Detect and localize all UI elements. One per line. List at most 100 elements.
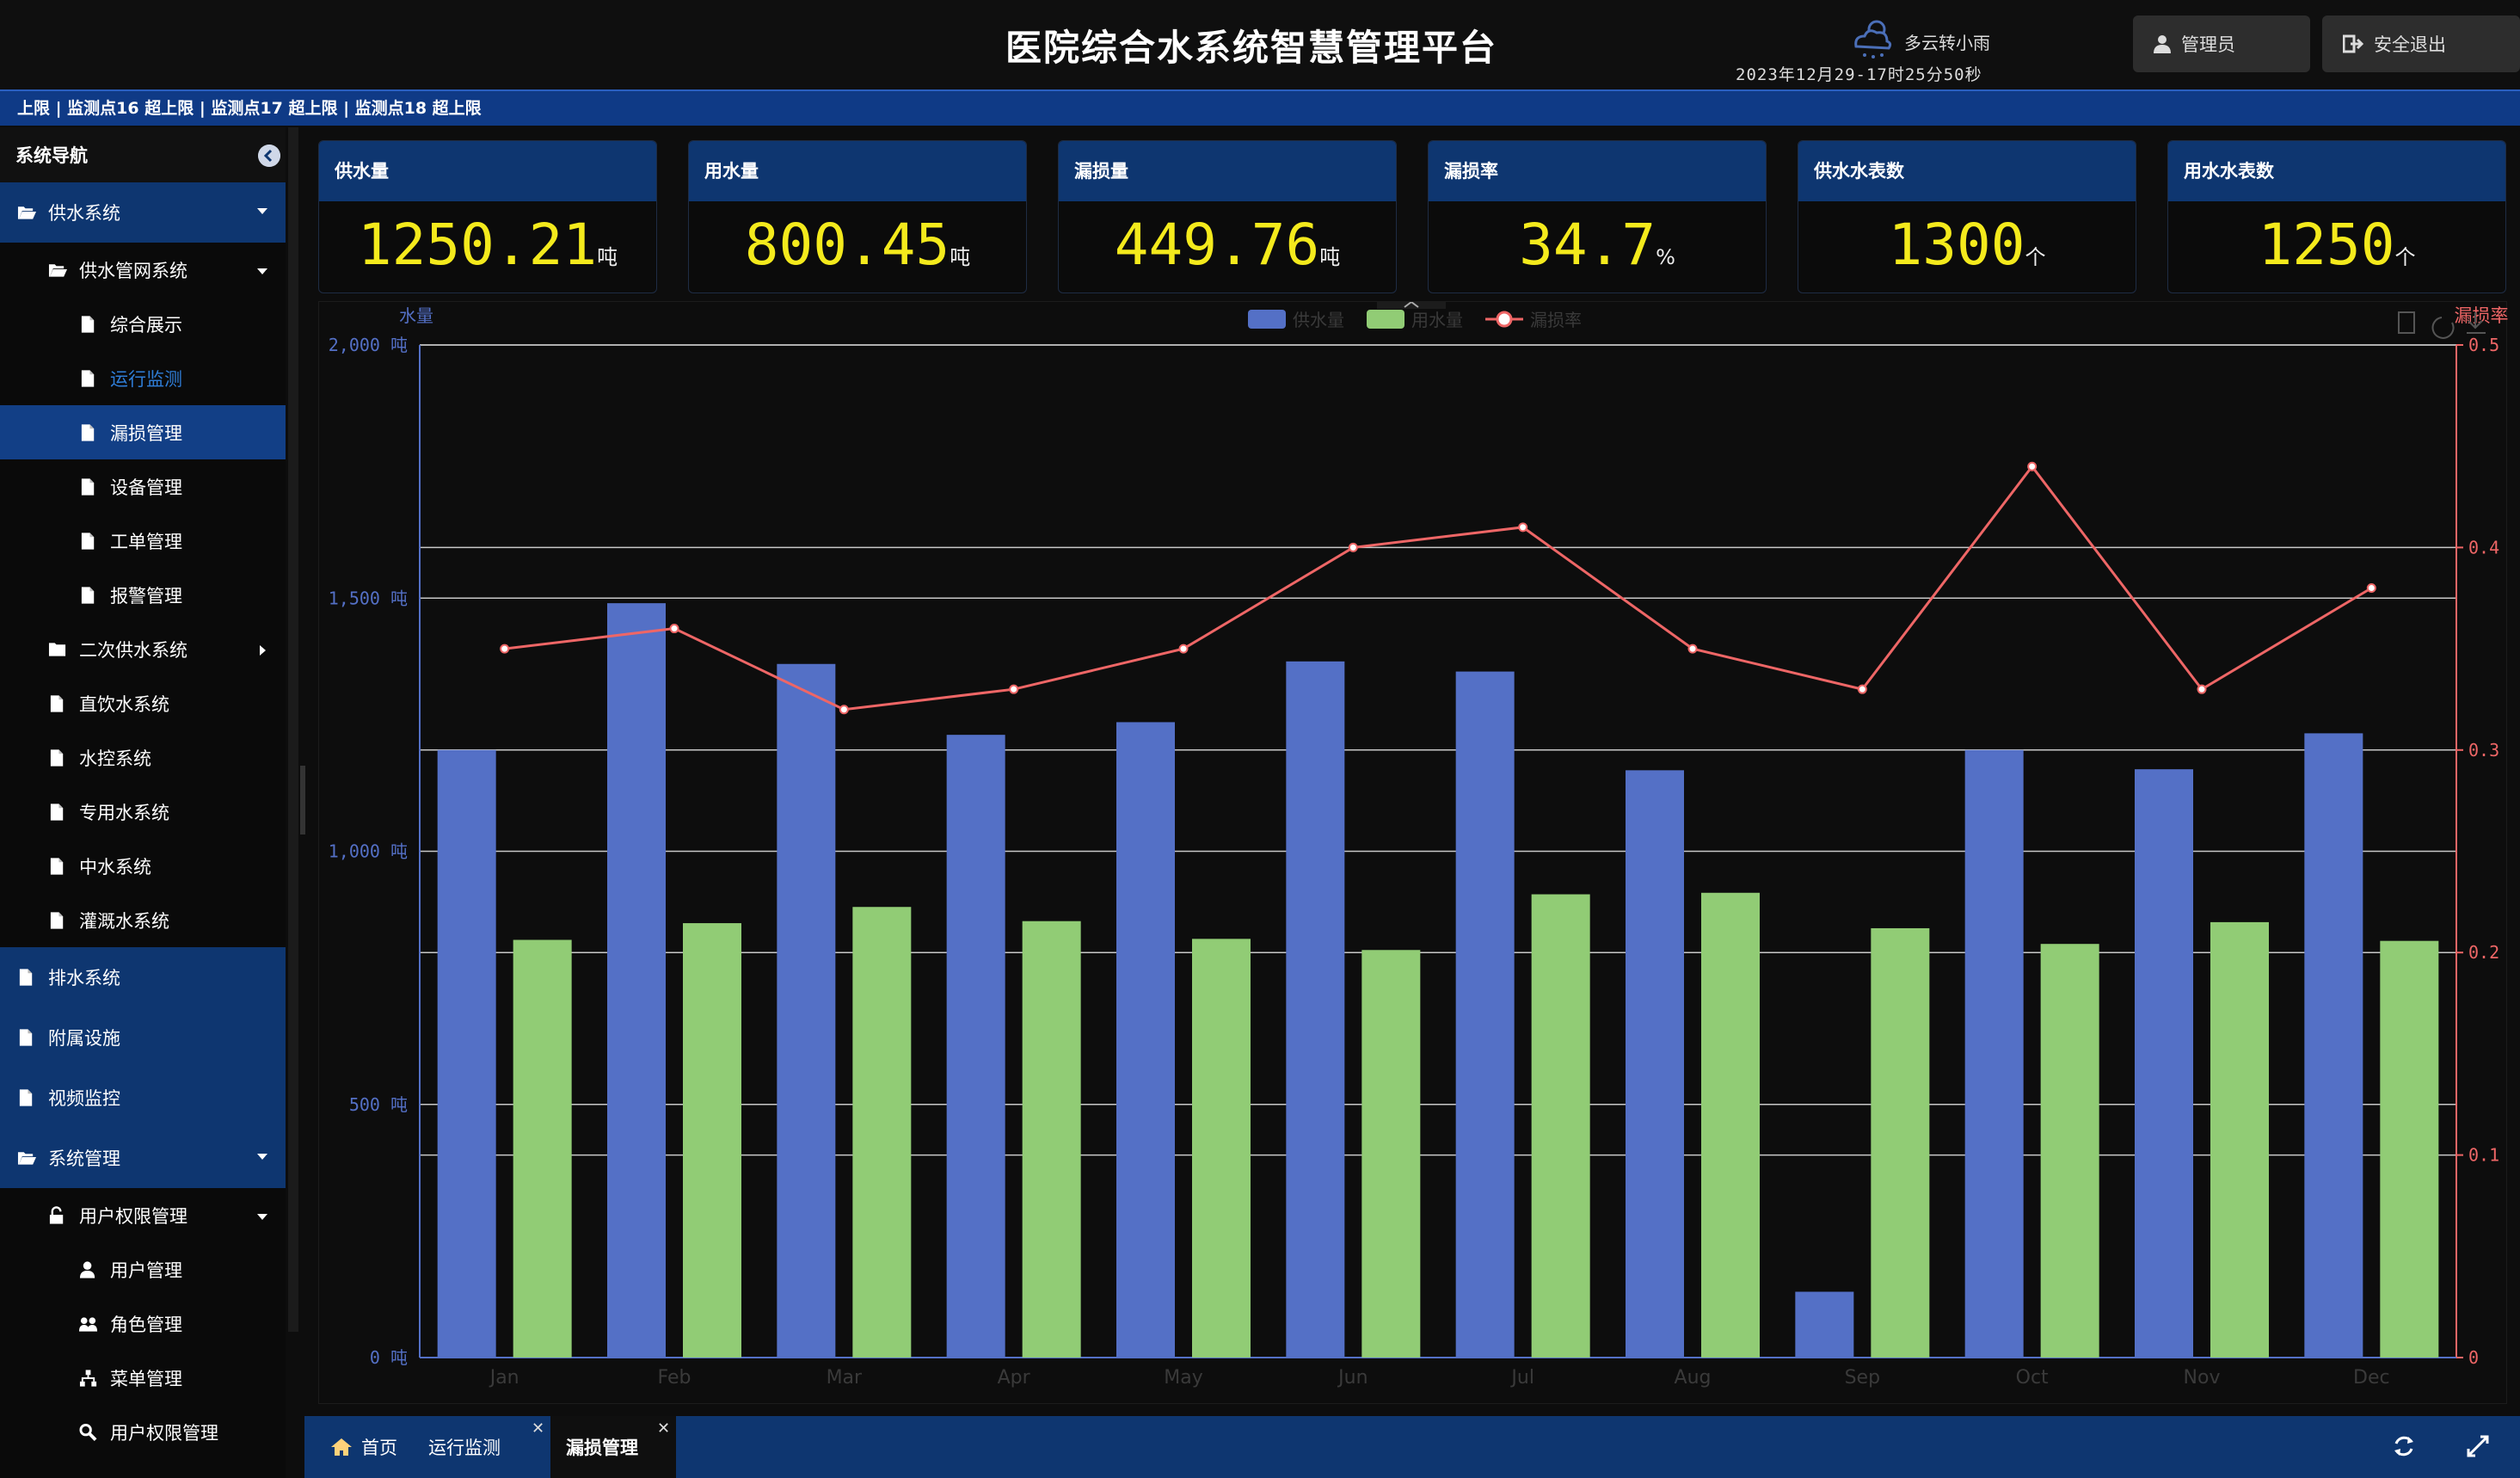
x-tick-label: Nov	[2184, 1367, 2221, 1389]
sidebar-item[interactable]: 用户管理	[0, 1242, 286, 1296]
card-unit: 吨	[1319, 245, 1341, 269]
sidebar-item[interactable]: 用户权限管理	[0, 1405, 286, 1459]
fullscreen-icon[interactable]	[2465, 1433, 2491, 1459]
sidebar-item[interactable]: 漏损管理	[0, 405, 286, 459]
sidebar-item[interactable]: 综合展示	[0, 297, 286, 351]
y-right-tick-label: 0.2	[2468, 942, 2499, 963]
sidebar-item[interactable]: 附属设施	[0, 1007, 286, 1068]
tab-label: 漏损管理	[566, 1438, 638, 1458]
line-point	[2366, 582, 2376, 593]
x-tick-label: Mar	[827, 1367, 863, 1389]
admin-button[interactable]: 管理员	[2133, 15, 2310, 72]
line-point	[2027, 461, 2038, 471]
card-unit: 吨	[950, 245, 971, 269]
bar-用水量	[1361, 950, 1421, 1358]
bar-用水量	[2210, 921, 2269, 1358]
sidebar-resize-handle[interactable]	[300, 766, 305, 834]
file-icon	[50, 748, 64, 767]
bar-用水量	[1871, 927, 1930, 1358]
chevron-up-icon	[1404, 302, 1419, 308]
x-tick-label: May	[1164, 1367, 1202, 1389]
refresh-icon[interactable]	[2391, 1433, 2417, 1459]
logout-label: 安全退出	[2374, 34, 2446, 55]
y-right-tick-label: 0.3	[2468, 740, 2499, 761]
sidebar-item[interactable]: 供水管网系统	[0, 243, 286, 297]
x-tick-label: Jun	[1337, 1367, 1368, 1389]
sidebar-scrollbar[interactable]	[288, 127, 298, 1332]
sidebar-item[interactable]: 二次供水系统	[0, 622, 286, 676]
sidebar-item[interactable]: 水控系统	[0, 730, 286, 785]
tab-bar: 首页 运行监测 ✕ 漏损管理 ✕	[304, 1416, 2520, 1478]
stat-card: 供水水表数 1300个	[1798, 140, 2136, 293]
file-icon	[81, 423, 95, 441]
sidebar-item-label: 用户权限管理	[79, 1205, 187, 1227]
sidebar: 系统导航 供水系统 供水管网系统 综合展示 运行监测 漏损管理 设备管理 工单管理 报警管理二…	[0, 127, 286, 1478]
home-icon	[331, 1438, 352, 1456]
sidebar-item[interactable]: 系统管理	[0, 1128, 286, 1188]
x-tick-label: Jul	[1509, 1367, 1534, 1389]
sidebar-item-label: 二次供水系统	[79, 639, 187, 661]
sidebar-item-label: 用户管理	[110, 1259, 182, 1281]
stat-card: 供水量 1250.21吨	[318, 140, 657, 293]
card-unit: 个	[2025, 245, 2046, 269]
sidebar-item[interactable]: 灌溉水系统	[0, 893, 286, 947]
collapse-icon[interactable]	[258, 145, 280, 167]
sidebar-item[interactable]: 供水系统	[0, 182, 286, 243]
card-value: 1250	[2258, 212, 2395, 278]
x-tick-label: Dec	[2353, 1367, 2390, 1389]
tab-home[interactable]: 首页	[313, 1416, 403, 1478]
legend-swatch-point	[1496, 311, 1513, 328]
sidebar-item[interactable]: 工单管理	[0, 514, 286, 568]
key-search-icon	[79, 1423, 97, 1441]
tab-label: 首页	[361, 1438, 397, 1458]
line-point	[1009, 684, 1019, 694]
sidebar-item-label: 菜单管理	[110, 1368, 182, 1389]
bar-用水量	[1531, 894, 1590, 1358]
card-title: 用水量	[689, 141, 1026, 201]
bar-用水量	[2380, 940, 2439, 1358]
bar-用水量	[513, 939, 572, 1358]
caret-down-icon	[257, 208, 267, 214]
sidebar-item-label: 直饮水系统	[79, 693, 169, 715]
sidebar-item[interactable]: 用户权限管理	[0, 1188, 286, 1242]
sidebar-item[interactable]: 设备管理	[0, 459, 286, 514]
x-tick-label: Apr	[998, 1367, 1031, 1389]
card-value: 1250.21	[357, 212, 598, 278]
file-icon	[19, 1089, 33, 1106]
bar-供水量	[1116, 722, 1175, 1358]
line-point	[839, 705, 849, 715]
logout-button[interactable]: 安全退出	[2322, 15, 2520, 72]
sidebar-item[interactable]: 排水系统	[0, 947, 286, 1007]
y-right-tick-label: 0.4	[2468, 537, 2499, 557]
stat-card: 用水量 800.45吨	[688, 140, 1027, 293]
tab-run-monitor[interactable]: 运行监测 ✕	[428, 1416, 549, 1478]
data-view-icon	[2398, 311, 2415, 334]
sidebar-item-label: 角色管理	[110, 1314, 182, 1335]
sidebar-item[interactable]: 报警管理	[0, 568, 286, 622]
weather-widget: 多云转小雨	[1847, 14, 1990, 64]
line-point	[2197, 684, 2207, 694]
file-icon	[81, 369, 95, 387]
file-icon	[50, 911, 64, 929]
sidebar-item-label: 供水管网系统	[79, 260, 187, 281]
file-icon	[50, 803, 64, 821]
sidebar-item[interactable]: 专用水系统	[0, 785, 286, 839]
sidebar-item[interactable]: 菜单管理	[0, 1351, 286, 1405]
x-tick-label: Aug	[1675, 1367, 1712, 1389]
sidebar-item-label: 漏损管理	[110, 422, 182, 444]
close-icon[interactable]: ✕	[657, 1419, 671, 1438]
sidebar-item[interactable]: 角色管理	[0, 1296, 286, 1351]
bar-用水量	[683, 923, 741, 1358]
bar-供水量	[1455, 671, 1515, 1358]
tab-leak-manage[interactable]: 漏损管理 ✕	[550, 1416, 676, 1478]
y-left-tick-label: 1,500 吨	[329, 588, 408, 608]
sidebar-item[interactable]: 视频监控	[0, 1068, 286, 1128]
y-left-axis-label: 水量	[399, 305, 433, 326]
sidebar-item[interactable]: 运行监测	[0, 351, 286, 405]
close-icon[interactable]: ✕	[532, 1419, 545, 1438]
caret-down-icon	[257, 268, 267, 274]
sidebar-item[interactable]: 直饮水系统	[0, 676, 286, 730]
sidebar-item[interactable]: 中水系统	[0, 839, 286, 893]
admin-label: 管理员	[2181, 34, 2235, 55]
sidebar-item-label: 视频监控	[48, 1088, 120, 1109]
